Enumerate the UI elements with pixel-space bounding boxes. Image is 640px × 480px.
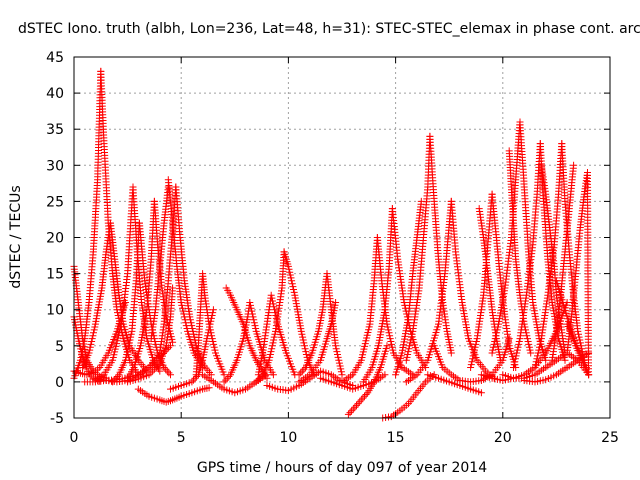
x-tick-label: 15	[387, 430, 405, 446]
x-tick-label: 10	[279, 430, 297, 446]
series-arc-34	[344, 342, 391, 418]
series-marks	[563, 320, 590, 371]
series-arc-53	[510, 140, 544, 371]
series-arc-26	[220, 299, 277, 386]
y-tick-label: 15	[46, 267, 64, 283]
y-tick-label: -5	[50, 411, 64, 427]
y-tick-labels: -5 0 5 10 15 20 25 30 35 40 45	[46, 50, 64, 427]
series-marks	[199, 371, 271, 397]
series-marks	[134, 384, 213, 406]
x-tick-labels: 0 5 10 15 20 25	[70, 430, 619, 446]
series-marks	[263, 367, 357, 395]
y-tick-label: 35	[46, 122, 64, 138]
series-arc-30	[263, 367, 357, 395]
series-arc-56	[531, 140, 566, 371]
series-arc-38	[359, 205, 396, 386]
y-tick-label: 25	[46, 194, 64, 210]
y-tick-label: 45	[46, 50, 64, 66]
series-arc-60	[584, 169, 593, 379]
series-arc-27	[254, 291, 299, 379]
series-marks	[295, 299, 340, 386]
series-marks	[475, 205, 505, 364]
series-marks	[531, 140, 566, 371]
series-arc-31	[295, 270, 346, 379]
series-arc-20	[172, 183, 215, 379]
x-tick-label: 25	[601, 430, 619, 446]
series-marks	[359, 205, 396, 386]
series-marks	[192, 270, 228, 379]
series-marks	[344, 342, 391, 418]
series-arc-45	[424, 371, 485, 397]
series-arc-24	[199, 371, 271, 397]
y-tick-label: 20	[46, 231, 64, 247]
series-arc-62	[477, 299, 571, 384]
series-arc-23	[192, 270, 228, 379]
y-tick-label: 30	[46, 158, 64, 174]
series-arc-21	[134, 384, 213, 406]
series-marks	[584, 169, 593, 379]
data-marks	[70, 67, 593, 422]
x-tick-label: 0	[70, 430, 79, 446]
series-arc-40	[392, 197, 425, 379]
series-arc-05	[97, 67, 142, 379]
series-marks	[147, 183, 172, 343]
series-marks	[510, 140, 544, 371]
series-arc-49	[488, 190, 520, 371]
series-arc-47	[475, 205, 505, 364]
series-marks	[252, 248, 288, 386]
series-marks	[424, 371, 485, 397]
series-marks	[477, 299, 571, 384]
y-tick-label: 5	[55, 339, 64, 355]
series-arc-32	[295, 299, 340, 386]
series-arc-28	[252, 248, 288, 386]
x-tick-label: 20	[494, 430, 512, 446]
series-marks	[220, 299, 277, 386]
x-tick-label: 5	[177, 430, 186, 446]
y-tick-label: 0	[55, 375, 64, 391]
series-arc-06	[79, 219, 114, 371]
x-axis-label: GPS time / hours of day 097 of year 2014	[197, 460, 487, 476]
series-arc-43	[402, 197, 455, 386]
y-axis-label: dSTEC / TECUs	[8, 185, 24, 288]
series-marks	[254, 291, 299, 379]
series-marks	[97, 67, 142, 379]
series-marks	[295, 270, 346, 379]
y-tick-label: 40	[46, 86, 64, 102]
series-arc-17	[147, 183, 172, 343]
y-tick-label: 10	[46, 303, 64, 319]
series-marks	[488, 190, 520, 371]
chart-title: dSTEC Iono. truth (albh, Lon=236, Lat=48…	[18, 21, 640, 37]
series-marks	[392, 197, 425, 379]
series-marks	[172, 183, 215, 379]
ticks	[73, 56, 611, 419]
series-arc-65	[563, 320, 590, 371]
series-marks	[402, 197, 455, 386]
series-marks	[79, 219, 114, 371]
